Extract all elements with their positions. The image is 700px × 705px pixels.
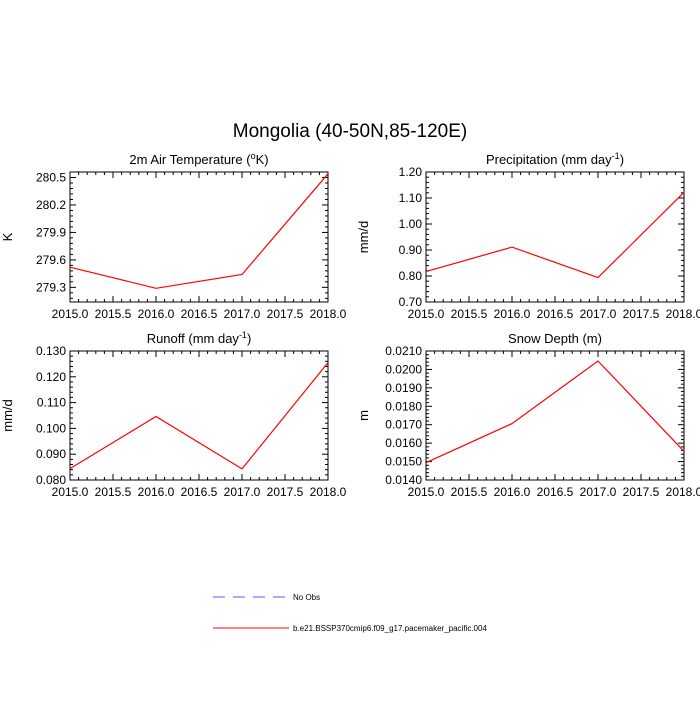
panel-title-main: 2m Air Temperature ( (129, 152, 251, 167)
y-tick-label: 1.10 (399, 191, 423, 205)
y-tick-label: 0.80 (399, 269, 423, 283)
x-tick-label: 2016.0 (494, 307, 531, 321)
y-axis-label: mm/d (0, 399, 15, 432)
panels: 2m Air Temperature (oK)2015.0 2015.5 2016.… (0, 151, 700, 499)
panel-title-tail: ) (620, 152, 624, 167)
legend: No Obs b.e21.BSSP370cmip6.f09_g17.pacemak… (213, 593, 487, 633)
panel-title-superscript: -1 (612, 151, 620, 161)
x-tick-label: 2018.0 (666, 485, 700, 499)
x-tick-label: 2016.0 (138, 485, 175, 499)
panel-title-main: Runoff (mm day (147, 331, 240, 346)
y-tick-label: 0.0200 (385, 362, 422, 376)
x-tick-label: 2016.5 (537, 307, 574, 321)
y-tick-label: 0.70 (399, 295, 423, 309)
chart-panel: 2m Air Temperature (oK) 2015.0 2015.5 2016.… (0, 151, 347, 321)
panel-title-superscript: o (251, 151, 256, 161)
series-line (425, 360, 685, 464)
y-tick-label: 0.0180 (385, 399, 422, 413)
y-tick-label: 0.130 (36, 344, 66, 358)
panel-title: Snow Depth (m) (508, 331, 602, 346)
panel-title-main: Snow Depth (m) (508, 331, 602, 346)
x-tick-label: 2018.0 (310, 485, 347, 499)
y-tick-label: 0.0210 (385, 344, 422, 358)
y-tick-label: 0.90 (399, 243, 423, 257)
y-tick-label: 1.00 (399, 217, 423, 231)
x-tick-label: 2017.5 (623, 485, 660, 499)
panel-title-superscript: -1 (239, 330, 247, 340)
y-tick-label: 0.0170 (385, 418, 422, 432)
y-axis-label: K (0, 232, 15, 241)
plot-frame (69, 171, 329, 303)
x-tick-label: 2016.5 (537, 485, 574, 499)
x-tick-label: 2015.0 (408, 485, 445, 499)
y-tick-label: 279.6 (36, 253, 66, 267)
y-tick-label: 1.20 (399, 165, 423, 179)
x-tick-label: 2018.0 (666, 307, 700, 321)
y-tick-label: 280.2 (36, 198, 66, 212)
chart-panel: Snow Depth (m) 2015.0 2015.5 2016.0 2016.5 20… (356, 331, 700, 499)
series-line (425, 191, 685, 279)
x-tick-label: 2015.0 (52, 485, 89, 499)
y-tick-label: 0.0150 (385, 455, 422, 469)
plot-frame (69, 350, 329, 481)
y-tick-label: 0.0140 (385, 473, 422, 487)
x-tick-label: 2017.0 (224, 485, 261, 499)
y-tick-label: 279.3 (36, 280, 66, 294)
x-tick-label: 2017.5 (267, 485, 304, 499)
x-tick-label: 2015.5 (451, 485, 488, 499)
y-tick-label: 0.080 (36, 473, 66, 487)
panel-title-tail: K) (256, 152, 269, 167)
plot-frame (425, 350, 685, 481)
x-tick-label: 2017.0 (580, 307, 617, 321)
x-tick-label: 2016.5 (181, 485, 218, 499)
panel-title: 2m Air Temperature (oK) (129, 151, 268, 167)
x-tick-label: 2017.0 (580, 485, 617, 499)
x-tick-label: 2015.5 (95, 307, 132, 321)
y-tick-label: 0.0160 (385, 436, 422, 450)
y-tick-label: 0.0190 (385, 381, 422, 395)
panel-title: Precipitation (mm day-1) (486, 151, 624, 167)
x-tick-label: 2016.5 (181, 307, 218, 321)
x-tick-label: 2016.0 (494, 485, 531, 499)
y-tick-label: 0.120 (36, 370, 66, 384)
x-tick-label: 2017.0 (224, 307, 261, 321)
y-axis-label: mm/d (356, 221, 371, 254)
panel-title: Runoff (mm day-1) (147, 330, 252, 346)
chart-panel: Runoff (mm day-1) 2015.0 2015.5 2016.0 2016.… (0, 330, 347, 499)
x-tick-label: 2017.5 (267, 307, 304, 321)
x-tick-label: 2016.0 (138, 307, 175, 321)
plot-frame (425, 171, 685, 303)
legend-label: b.e21.BSSP370cmip6.f09_g17.pacemaker_pac… (293, 624, 487, 633)
legend-label: No Obs (293, 593, 320, 602)
x-tick-label: 2018.0 (310, 307, 347, 321)
x-tick-label: 2015.0 (52, 307, 89, 321)
x-tick-label: 2015.5 (451, 307, 488, 321)
chart-panel: Precipitation (mm day-1) 2015.0 2015.5 2016… (356, 151, 700, 321)
panel-title-tail: ) (247, 331, 251, 346)
x-tick-label: 2015.0 (408, 307, 445, 321)
y-tick-label: 279.9 (36, 225, 66, 239)
series-line (69, 173, 329, 289)
y-tick-label: 0.110 (37, 396, 66, 410)
y-tick-label: 0.090 (36, 447, 66, 461)
y-tick-label: 0.100 (36, 421, 66, 435)
x-tick-label: 2017.5 (623, 307, 660, 321)
panel-title-main: Precipitation (mm day (486, 152, 612, 167)
x-tick-label: 2015.5 (95, 485, 132, 499)
series-line (69, 362, 329, 470)
y-axis-label: m (356, 410, 371, 421)
figure-title: Mongolia (40-50N,85-120E) (233, 121, 467, 142)
y-tick-label: 280.5 (36, 170, 66, 184)
